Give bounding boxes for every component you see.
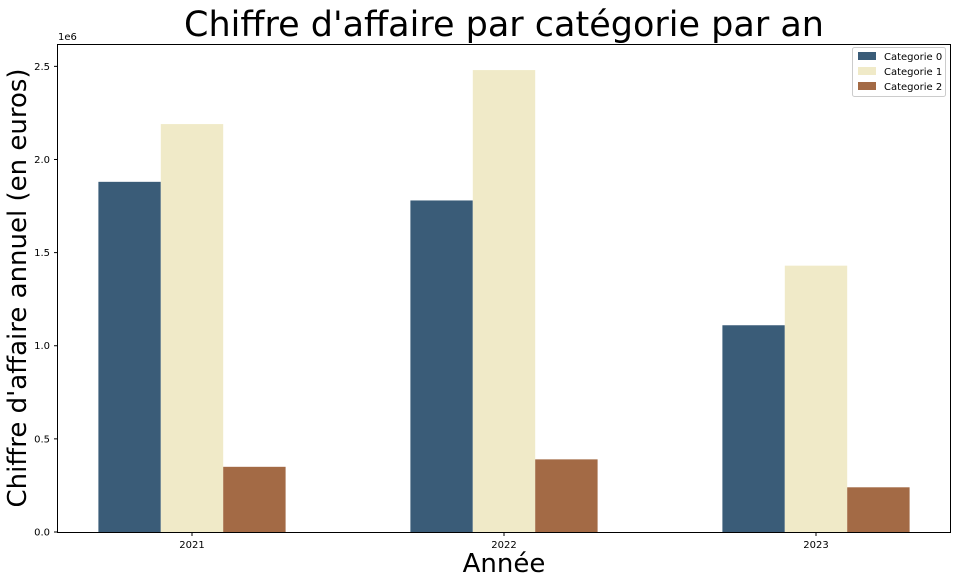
y-tick-label: 2.5 (34, 62, 50, 73)
bar-categorie-0-2023 (722, 325, 785, 532)
y-tick-label: 0.0 (34, 528, 50, 539)
legend-swatch-categorie-1 (858, 67, 876, 75)
bar-categorie-1-2021 (160, 124, 224, 532)
legend-label-categorie-0: Categorie 0 (884, 52, 942, 63)
bar-categorie-2-2022 (535, 459, 598, 532)
x-tick-label: 2021 (179, 540, 204, 551)
y-scale-label: 1e6 (58, 32, 77, 43)
plot-frame (57, 44, 951, 533)
bar-categorie-0-2022 (410, 200, 473, 532)
y-tick-label: 1.0 (34, 341, 50, 352)
x-axis-label: Année (463, 549, 546, 579)
y-tick-label: 2.0 (34, 155, 50, 166)
legend-label-categorie-1: Categorie 1 (884, 67, 942, 78)
y-axis-label: Chiffre d'affaire annuel (en euros) (3, 68, 33, 507)
bar-categorie-1-2022 (472, 70, 536, 532)
bar-categorie-2-2021 (223, 466, 286, 532)
y-tick-label: 1.5 (34, 248, 50, 259)
x-tick-label: 2022 (491, 540, 516, 551)
bar-categorie-0-2021 (98, 181, 161, 532)
x-tick-label: 2023 (803, 540, 828, 551)
y-tick-label: 0.5 (34, 434, 50, 445)
legend-swatch-categorie-2 (858, 82, 876, 90)
legend-label-categorie-2: Categorie 2 (884, 82, 942, 93)
y-axis-ticks: 0.0 0.5 1.0 1.5 2.0 2.5 (34, 62, 58, 539)
bar-categorie-2-2023 (847, 487, 910, 532)
legend-swatch-categorie-0 (858, 52, 876, 60)
bars (98, 70, 910, 532)
bar-categorie-1-2023 (784, 265, 848, 532)
legend: Categorie 0 Categorie 1 Categorie 2 (852, 47, 946, 97)
chart-title: Chiffre d'affaire par catégorie par an (184, 5, 824, 45)
